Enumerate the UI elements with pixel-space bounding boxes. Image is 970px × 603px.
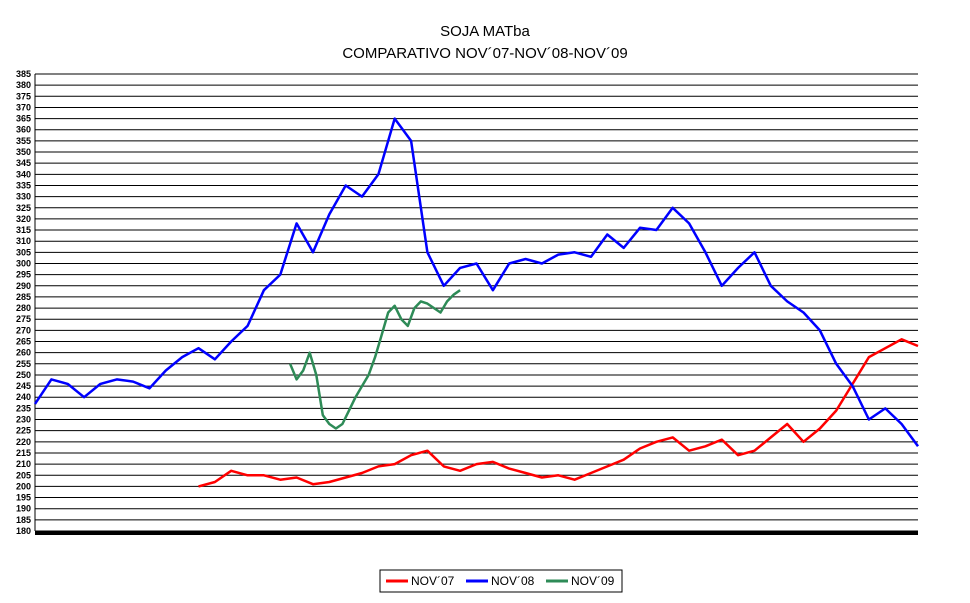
y-tick-label: 190 xyxy=(16,504,31,514)
chart-subtitle: COMPARATIVO NOV´07-NOV´08-NOV´09 xyxy=(342,45,627,62)
y-tick-label: 305 xyxy=(16,247,31,257)
legend-label: NOV´07 xyxy=(411,574,455,588)
y-tick-label: 340 xyxy=(16,169,31,179)
y-axis: 1801851901952002052102152202252302352402… xyxy=(16,69,36,536)
y-tick-label: 345 xyxy=(16,158,31,168)
series-line-nov08 xyxy=(33,117,920,448)
gridlines xyxy=(35,73,918,532)
y-tick-label: 375 xyxy=(16,91,31,101)
x-axis-bar xyxy=(35,531,918,535)
y-tick-label: 225 xyxy=(16,426,31,436)
y-tick-label: 200 xyxy=(16,481,31,491)
y-tick-label: 350 xyxy=(16,147,31,157)
series-lines xyxy=(33,117,920,488)
y-tick-label: 315 xyxy=(16,225,31,235)
y-tick-label: 245 xyxy=(16,381,31,391)
y-tick-label: 290 xyxy=(16,281,31,291)
y-tick-label: 255 xyxy=(16,359,31,369)
y-tick-label: 335 xyxy=(16,180,31,190)
y-tick-label: 270 xyxy=(16,325,31,335)
y-tick-label: 275 xyxy=(16,314,31,324)
y-tick-label: 250 xyxy=(16,370,31,380)
chart-title: SOJA MATba xyxy=(440,23,530,40)
legend-box xyxy=(379,569,623,593)
y-tick-label: 185 xyxy=(16,515,31,525)
y-tick-label: 370 xyxy=(16,102,31,112)
y-tick-label: 380 xyxy=(16,80,31,90)
y-tick-label: 300 xyxy=(16,258,31,268)
y-tick-label: 295 xyxy=(16,270,31,280)
y-tick-label: 365 xyxy=(16,114,31,124)
y-tick-label: 325 xyxy=(16,203,31,213)
y-tick-label: 330 xyxy=(16,192,31,202)
y-tick-label: 235 xyxy=(16,403,31,413)
y-tick-label: 260 xyxy=(16,348,31,358)
legend-label: NOV´09 xyxy=(571,574,615,588)
y-tick-label: 180 xyxy=(16,526,31,536)
y-tick-label: 195 xyxy=(16,493,31,503)
y-tick-label: 320 xyxy=(16,214,31,224)
legend-label: NOV´08 xyxy=(491,574,535,588)
series-line-nov09 xyxy=(288,289,461,430)
series-line-nov07 xyxy=(198,338,919,488)
y-tick-label: 280 xyxy=(16,303,31,313)
y-tick-label: 285 xyxy=(16,292,31,302)
y-tick-label: 230 xyxy=(16,415,31,425)
y-tick-label: 360 xyxy=(16,125,31,135)
x-axis xyxy=(35,531,918,535)
y-tick-label: 220 xyxy=(16,437,31,447)
y-tick-label: 240 xyxy=(16,392,31,402)
y-tick-label: 265 xyxy=(16,337,31,347)
legend: NOV´07 NOV´08 NOV´09 xyxy=(379,569,623,593)
y-tick-label: 385 xyxy=(16,69,31,79)
y-tick-label: 205 xyxy=(16,470,31,480)
y-tick-label: 355 xyxy=(16,136,31,146)
y-tick-label: 215 xyxy=(16,448,31,458)
y-tick-label: 210 xyxy=(16,459,31,469)
y-tick-label: 310 xyxy=(16,236,31,246)
